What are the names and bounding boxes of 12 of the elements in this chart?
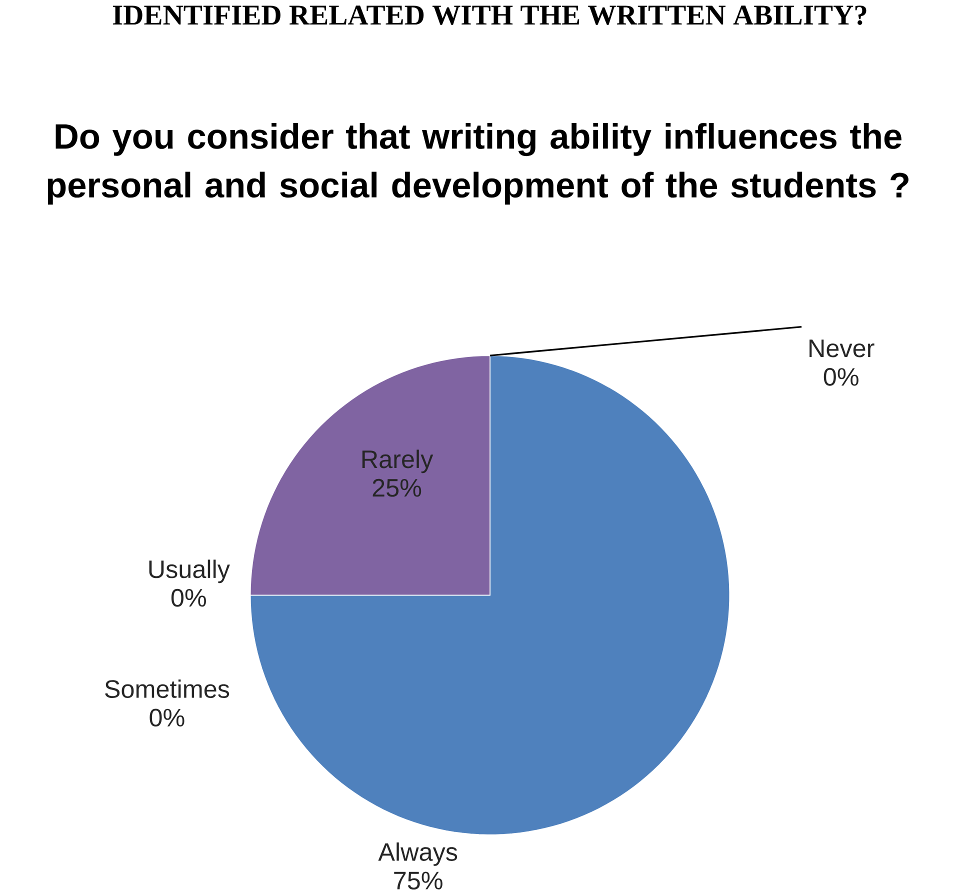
text: 0% [824,368,858,386]
category-label: Sometimes [105,679,230,698]
data-label: 25% [372,478,422,497]
chart-title: Do you consider that writing ability influences the personal and social development of the students ? [48,122,908,205]
slice-label: Always [378,842,458,866]
text: 0% [150,708,184,726]
category-label: Usually [149,560,230,584]
text: 0% [171,588,206,607]
text: IDENTIFIED RELATED WITH THE WRITTEN ABILITY? [112,6,866,25]
category-label: Never [810,340,874,358]
slice-label: Rarely [362,450,434,474]
data-label: 75% [394,872,442,890]
